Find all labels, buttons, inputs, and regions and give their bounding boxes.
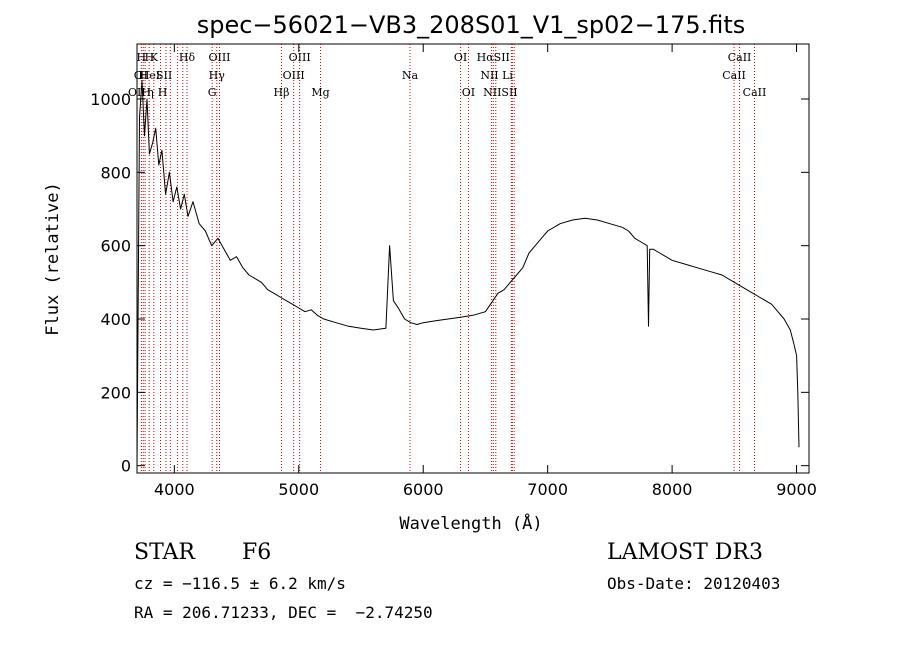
survey-label: LAMOST DR3 (607, 540, 763, 565)
x-tick-label: 4000 (154, 480, 195, 499)
y-tick-label: 400 (100, 310, 131, 329)
line-label: OIII (208, 51, 230, 64)
line-label: CaII (722, 69, 746, 82)
line-label: η (147, 86, 154, 99)
line-label: OIII (289, 51, 311, 64)
line-label: NII Li (480, 69, 513, 82)
line-label: OI (454, 51, 467, 64)
line-label: CaII (743, 86, 767, 99)
line-markers (140, 44, 755, 473)
chart-title: spec−56021−VB3_208S01_V1_sp02−175.fits (197, 11, 746, 39)
y-tick-label: 800 (100, 163, 131, 182)
line-label: O (134, 69, 143, 82)
line-label: H (158, 86, 168, 99)
line-label: Na (402, 69, 419, 82)
obs-date: Obs-Date: 20120403 (607, 574, 781, 593)
class-label: STAR (134, 540, 195, 565)
y-tick-label: 600 (100, 237, 131, 256)
line-label: Hγ (209, 69, 226, 82)
y-tick-label: 0 (121, 457, 131, 476)
y-tick-label: 200 (100, 383, 131, 402)
line-label: G (208, 86, 217, 99)
x-axis-label: Wavelength (Å) (399, 512, 542, 534)
line-label: HαSII (477, 51, 510, 64)
line-label: Hβ (274, 86, 290, 99)
line-label: Hδ (179, 51, 196, 64)
x-tick-label: 9000 (776, 480, 817, 499)
subclass-label: F6 (242, 540, 272, 565)
plot-frame (136, 43, 810, 474)
line-label: HeI (140, 69, 160, 82)
y-axis-label: Flux (relative) (43, 182, 63, 336)
x-tick-label: 5000 (278, 480, 319, 499)
line-label: Mg (311, 86, 329, 99)
y-tick-label: 1000 (90, 90, 131, 109)
spectrum-line-group (136, 80, 800, 466)
line-label: OIII (283, 69, 305, 82)
axis-ticks: 4000 5000 6000 7000 8000 9000 0 200 400 600 800 100… (90, 44, 817, 499)
line-label: H (145, 51, 155, 64)
line-label: CaII (728, 51, 752, 64)
x-tick-label: 8000 (652, 480, 693, 499)
line-label: K (150, 51, 159, 64)
spectrum-line (136, 80, 800, 466)
line-label: NIISII (483, 86, 518, 99)
line-label: OIH (128, 86, 151, 99)
line-label: H (137, 51, 147, 64)
coordinates: RA = 206.71233, DEC = −2.74250 (134, 603, 433, 622)
line-label: OI (462, 86, 475, 99)
line-label: H (138, 69, 148, 82)
line-label: SII (156, 69, 172, 82)
x-tick-label: 7000 (527, 480, 568, 499)
x-tick-label: 6000 (403, 480, 444, 499)
cz-value: cz = −116.5 ± 6.2 km/s (134, 574, 346, 593)
